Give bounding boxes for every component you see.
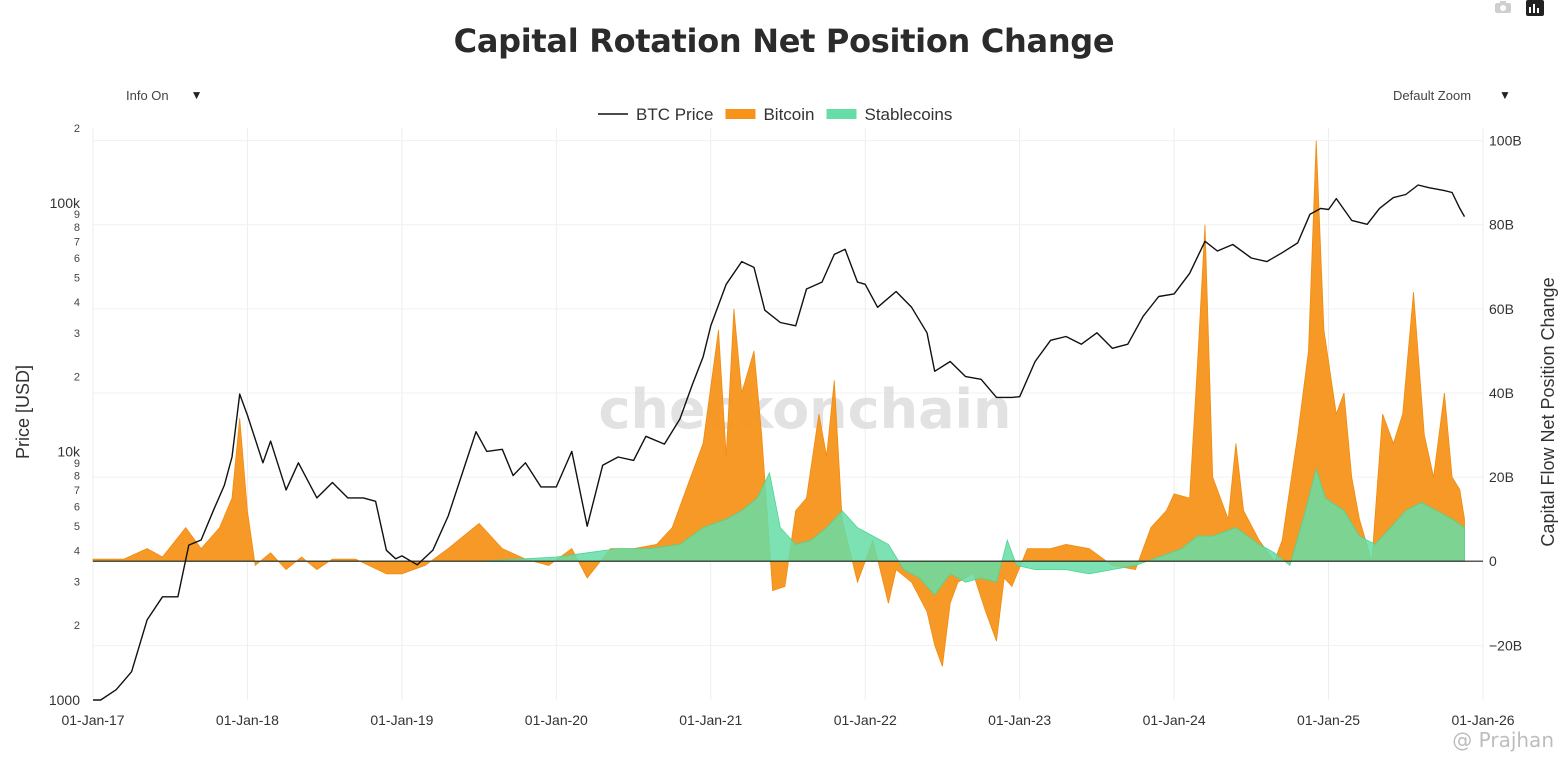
price-series (93, 184, 1466, 701)
legend-entry-label: BTC Price (636, 105, 713, 124)
left-axis-minor-tick-label: 3 (74, 576, 80, 588)
stablecoins-area (93, 467, 1465, 596)
x-axis-tick-label: 01-Jan-22 (834, 712, 897, 728)
legend: BTC Price Bitcoin Stablecoins (598, 105, 952, 124)
x-axis-tick-label: 01-Jan-25 (1297, 712, 1360, 728)
left-axis-tick-label: 10k (57, 443, 81, 459)
x-axis-tick-label: 01-Jan-23 (988, 712, 1051, 728)
right-axis-title: Capital Flow Net Position Change (1538, 277, 1558, 546)
x-axis-tick-label: 01-Jan-21 (679, 712, 742, 728)
left-axis-minor-tick-label: 4 (74, 545, 80, 557)
right-axis-tick-label: 40B (1489, 385, 1514, 401)
left-axis-minor-tick-label: 9 (74, 458, 80, 470)
x-axis: 01-Jan-17 01-Jan-18 01-Jan-19 01-Jan-20 01-J… (61, 712, 1514, 728)
toolbar (1494, 0, 1544, 16)
legend-swatch-area (725, 109, 756, 119)
left-axis-title: Price [USD] (13, 365, 33, 459)
left-axis-minor-tick-label: 7 (74, 485, 80, 497)
right-axis-tick-label: 20B (1489, 469, 1514, 485)
left-axis-minor-tick-label: 3 (74, 328, 80, 340)
x-axis-tick-label: 01-Jan-18 (216, 712, 279, 728)
left-axis-minor-tick-label: 9 (74, 209, 80, 221)
left-axis-minor-tick-label: 5 (74, 521, 80, 533)
x-axis-tick-label: 01-Jan-17 (61, 712, 124, 728)
left-axis-minor-tick-label: 6 (74, 253, 80, 265)
watermark: checkonchain (599, 378, 1012, 441)
right-axis-tick-label: 0 (1489, 553, 1497, 569)
left-axis-minor-tick-label: 2 (74, 123, 80, 135)
info-dropdown-label: Info On (126, 87, 169, 103)
left-axis-minor-tick-label: 5 (74, 273, 80, 285)
legend-entry-label: Bitcoin (763, 105, 814, 124)
left-axis-tick-label: 1000 (49, 692, 80, 708)
x-axis-tick-label: 01-Jan-20 (525, 712, 588, 728)
legend-entry-label: Stablecoins (865, 105, 953, 124)
chevron-down-icon: ▼ (190, 88, 203, 102)
left-axis-minor-tick-label: 4 (74, 297, 80, 309)
bar-chart-icon[interactable] (1526, 0, 1544, 16)
left-axis-minor-tick-label: 2 (74, 372, 80, 384)
right-axis-tick-label: 60B (1489, 301, 1514, 317)
left-axis-tick-label: 100k (50, 195, 81, 211)
chart-title: Capital Rotation Net Position Change (453, 22, 1115, 60)
left-axis-minor-tick-label: 8 (74, 471, 80, 483)
btc-price-line (93, 184, 1466, 701)
legend-swatch-area (826, 109, 857, 119)
left-axis-minor-tick-label: 7 (74, 236, 80, 248)
left-axis-minor-tick-label: 8 (74, 222, 80, 234)
right-axis-tick-label: −20B (1489, 637, 1522, 653)
x-axis-tick-label: 01-Jan-19 (370, 712, 433, 728)
right-axis: 100B 80B 60B 40B 20B 0 −20B (1489, 133, 1522, 654)
zoom-dropdown-label: Default Zoom (1393, 87, 1472, 103)
credit-watermark: @ Prajhan (1452, 728, 1554, 752)
left-axis-minor-tick-label: 2 (74, 620, 80, 632)
left-axis-minor-tick-label: 6 (74, 502, 80, 514)
info-dropdown[interactable]: Info On ▼ (126, 84, 203, 106)
right-axis-tick-label: 100B (1489, 133, 1522, 149)
x-axis-tick-label: 01-Jan-26 (1451, 712, 1514, 728)
x-axis-tick-label: 01-Jan-24 (1143, 712, 1206, 728)
chevron-down-icon: ▼ (1499, 88, 1511, 102)
zoom-dropdown[interactable]: Default Zoom ▼ (1393, 84, 1511, 106)
camera-icon[interactable] (1494, 0, 1512, 14)
right-axis-tick-label: 80B (1489, 217, 1514, 233)
